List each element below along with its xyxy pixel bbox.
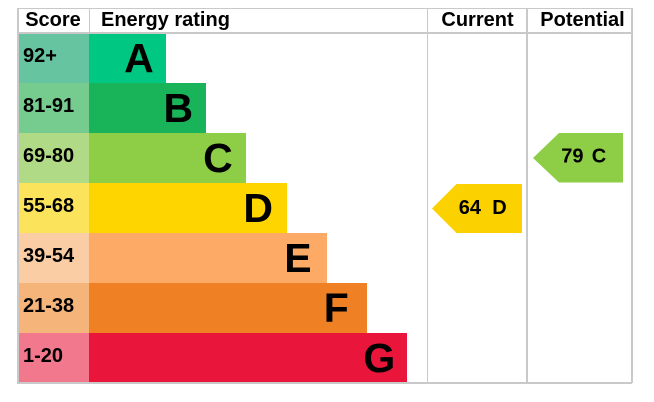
- svg-text:64: 64: [459, 197, 482, 219]
- svg-text:C: C: [591, 146, 605, 168]
- svg-text:79: 79: [561, 146, 583, 168]
- svg-text:D: D: [492, 197, 506, 219]
